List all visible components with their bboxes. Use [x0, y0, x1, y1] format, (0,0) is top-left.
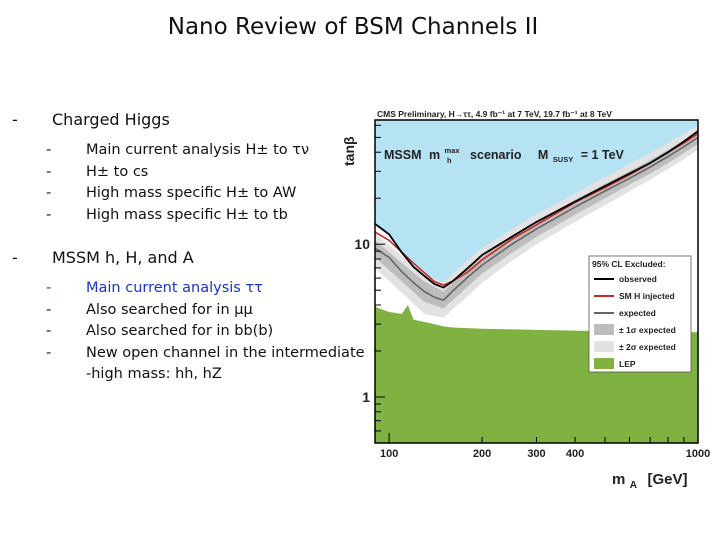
scenario-label: MSSM m max h scenario M SUSY = 1 TeV	[384, 140, 625, 167]
x-axis-label: m A [GeV]	[612, 471, 688, 492]
legend-entry-label: ± 1σ expected	[619, 325, 676, 335]
bullet-dash: -	[46, 185, 52, 201]
x-tick-label: 400	[566, 448, 584, 460]
legend-entry-label: SM H injected	[619, 291, 675, 301]
list-item-text: Also searched for in μμ	[86, 301, 253, 318]
list-item: - Also searched for in bb(b)	[46, 321, 412, 343]
x-tick-label: 1000	[686, 448, 710, 460]
expected-line	[375, 136, 698, 301]
slide-title: Nano Review of BSM Channels II	[167, 14, 539, 40]
axis-ticks: 100 200 300 400 1000 1 10	[354, 124, 710, 460]
list-item-text: H± to cs	[86, 163, 149, 180]
mssm-items: - Main current analysis ττ - Also searched…	[46, 278, 412, 386]
section-mssm: - MSSM h, H, and A	[12, 246, 412, 270]
bullet-list: - Charged Higgs - Main current analysis H±…	[12, 108, 412, 386]
legend-swatch-box	[594, 341, 614, 352]
legend-entry-label: ± 2σ expected	[619, 342, 676, 352]
list-item: - H± to cs	[46, 162, 412, 184]
bullet-dash: -	[46, 142, 52, 158]
list-item: - High mass specific H± to tb	[46, 205, 412, 227]
list-item-text: New open channel in the intermediate	[86, 344, 365, 361]
list-item-text: High mass specific H± to AW	[86, 185, 297, 201]
list-item-text: Main current analysis H± to τν	[86, 142, 310, 158]
legend-title: 95% CL Excluded:	[592, 259, 666, 269]
list-item: - High mass specific H± to AW	[46, 183, 412, 205]
x-tick-label: 100	[380, 448, 398, 460]
bullet-dash: -	[46, 163, 52, 180]
exclusion-plot-svg: 100 200 300 400 1000 1 10 CMS Preliminary, H→τ…	[341, 109, 710, 492]
bullet-dash: -	[46, 206, 52, 223]
y-tick-label: 10	[354, 236, 370, 252]
list-item-text: -high mass: hh, hZ	[86, 366, 222, 382]
list-item: - Also searched for in μμ	[46, 300, 412, 322]
bullet-dash: -	[46, 301, 52, 318]
bullet-dash: -	[46, 280, 52, 296]
x-tick-label: 200	[473, 448, 491, 460]
bullet-dash: -	[46, 344, 52, 361]
x-tick-label: 300	[527, 448, 545, 460]
section-label: Charged Higgs	[52, 110, 170, 129]
excluded-region	[375, 120, 698, 288]
list-item: - Main current analysis H± to τν	[46, 140, 412, 162]
list-item: - Main current analysis ττ	[46, 278, 412, 300]
legend-entry-label: observed	[619, 274, 657, 284]
legend-swatch-box	[594, 324, 614, 335]
y-tick-label: 1	[362, 389, 370, 405]
bullet-dash: -	[46, 323, 52, 339]
legend-entries: observed SM H injected expected ± 1σ expect…	[594, 274, 676, 369]
bullet-dash: -	[12, 248, 18, 267]
section-charged-higgs: - Charged Higgs	[12, 108, 412, 132]
legend-swatch-box	[594, 358, 614, 369]
plot-header: CMS Preliminary, H→ττ, 4.9 fb⁻¹ at 7 TeV…	[377, 109, 612, 119]
list-item-continuation: -high mass: hh, hZ	[46, 364, 412, 386]
legend-entry-label: expected	[619, 308, 656, 318]
charged-higgs-items: - Main current analysis H± to τν - H± to c…	[46, 140, 412, 226]
list-item-text: High mass specific H± to tb	[86, 206, 288, 223]
y-axis-label: tanβ	[341, 136, 357, 166]
plot-area	[375, 120, 698, 443]
list-item-text: Main current analysis ττ	[86, 280, 263, 296]
observed-line	[375, 130, 698, 289]
legend: 95% CL Excluded: observed SM H injected ex…	[588, 255, 692, 373]
exclusion-plot: 100 200 300 400 1000 1 10 CMS Preliminary, H→τ…	[326, 108, 720, 496]
list-item: - New open channel in the intermediate	[46, 343, 412, 365]
list-item-text: Also searched for in bb(b)	[86, 323, 274, 339]
section-label: MSSM h, H, and A	[52, 248, 194, 267]
legend-entry-label: LEP	[619, 359, 636, 369]
bullet-dash: -	[12, 110, 18, 129]
